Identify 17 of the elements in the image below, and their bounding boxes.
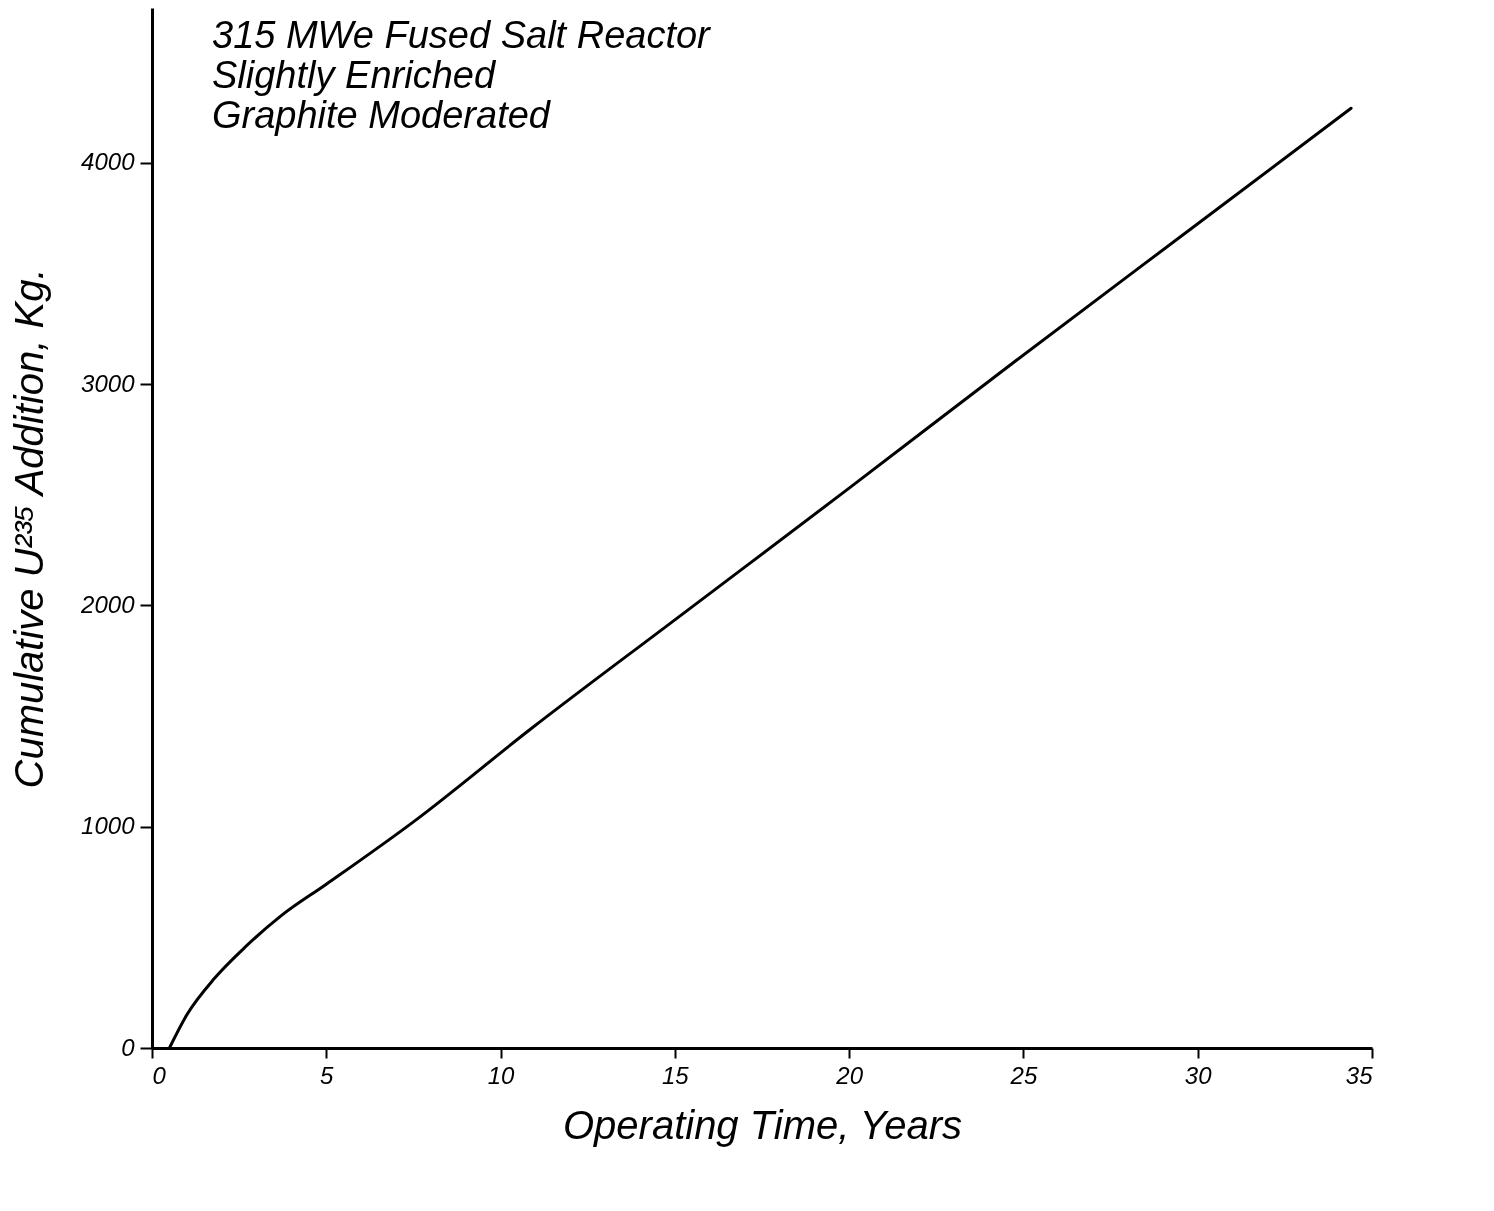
x-tick-label: 30	[1184, 1061, 1213, 1089]
x-tick-label: 20	[835, 1061, 864, 1089]
y-tick-label: 4000	[81, 148, 136, 176]
annotation: Slightly Enriched	[212, 54, 497, 96]
y-tick-label: 3000	[81, 369, 136, 397]
x-tick-label: 25	[1009, 1061, 1038, 1089]
x-tick-label: 10	[487, 1061, 516, 1089]
y-tick-label: 2000	[80, 590, 136, 618]
y-axis-title: Cumulative U²³⁵ Addition, Kg.	[7, 268, 52, 789]
x-tick-label: 15	[662, 1061, 690, 1089]
x-tick-label: 35	[1345, 1061, 1374, 1089]
x-tick-label: 0	[152, 1061, 167, 1089]
y-tick-label: 1000	[81, 812, 136, 840]
y-tick-label: 0	[121, 1033, 136, 1061]
x-tick-label: 5	[320, 1061, 335, 1089]
annotation: 315 MWe Fused Salt Reactor	[212, 14, 712, 56]
x-axis-title: Operating Time, Years	[562, 1102, 963, 1147]
